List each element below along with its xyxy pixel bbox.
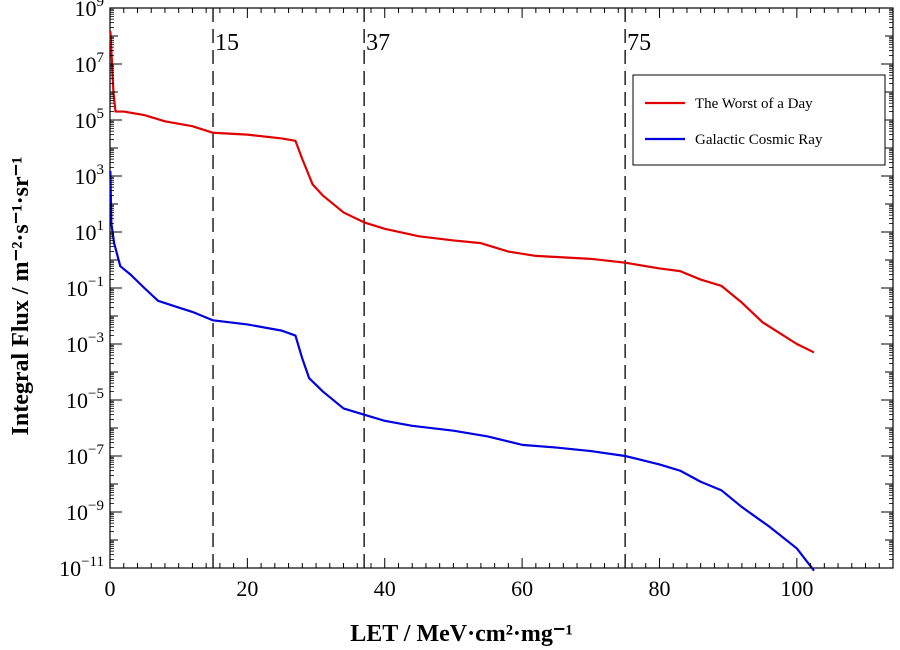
series-line bbox=[109, 31, 815, 354]
x-tick-label: 100 bbox=[780, 576, 813, 601]
series-line bbox=[109, 171, 815, 572]
y-tick-label: 107 bbox=[75, 50, 105, 77]
vertical-markers: 15 37 75 bbox=[212, 8, 651, 568]
marker-label: 75 bbox=[627, 30, 651, 56]
y-tick-label: 10−5 bbox=[66, 386, 104, 413]
y-tick-label: 10−7 bbox=[66, 442, 104, 469]
series-lines bbox=[109, 31, 815, 572]
marker-label: 15 bbox=[215, 30, 239, 56]
legend-label: The Worst of a Day bbox=[695, 96, 813, 112]
legend-label: Galactic Cosmic Ray bbox=[695, 132, 823, 148]
x-tick-label: 20 bbox=[236, 576, 258, 601]
y-tick-label: 10−9 bbox=[66, 498, 104, 525]
legend: The Worst of a Day Galactic Cosmic Ray bbox=[632, 74, 886, 166]
x-tick-label: 0 bbox=[105, 576, 116, 601]
x-tick-label: 60 bbox=[511, 576, 533, 601]
x-axis-title: LET / MeV·cm²·mg⁻¹ bbox=[350, 621, 573, 647]
y-tick-label: 105 bbox=[75, 106, 105, 133]
axis-ticks: 0 20 40 60 80 100 109 107 105 103 101 10−1 10−3 10−5 1… bbox=[59, 0, 893, 601]
y-tick-label: 101 bbox=[75, 218, 105, 245]
marker-label: 37 bbox=[366, 30, 390, 56]
y-axis-title: Integral Flux / m⁻²·s⁻¹·sr⁻¹ bbox=[8, 157, 34, 436]
y-tick-label: 10−11 bbox=[59, 554, 104, 581]
y-tick-label: 103 bbox=[75, 162, 105, 189]
x-tick-label: 40 bbox=[374, 576, 396, 601]
legend-box bbox=[632, 74, 886, 166]
y-tick-label: 10−1 bbox=[66, 274, 104, 301]
y-tick-label: 109 bbox=[75, 0, 105, 21]
y-tick-label: 10−3 bbox=[66, 330, 104, 357]
x-tick-label: 80 bbox=[648, 576, 670, 601]
